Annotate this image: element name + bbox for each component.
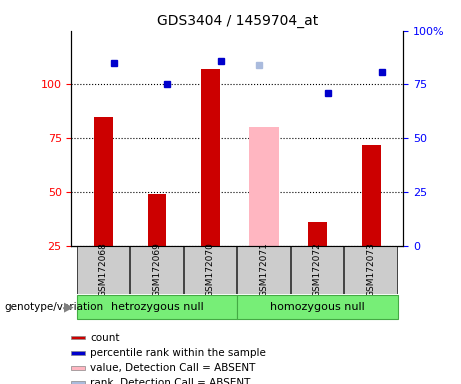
Text: rank, Detection Call = ABSENT: rank, Detection Call = ABSENT — [90, 378, 250, 384]
Bar — [237, 246, 290, 294]
Bar — [71, 381, 85, 384]
Text: GSM172071: GSM172071 — [259, 242, 268, 297]
Text: ▶: ▶ — [64, 301, 73, 314]
Bar — [130, 246, 183, 294]
Title: GDS3404 / 1459704_at: GDS3404 / 1459704_at — [157, 14, 318, 28]
Bar — [308, 222, 327, 246]
Bar — [94, 117, 113, 246]
Bar — [362, 145, 381, 246]
Bar — [77, 246, 129, 294]
Bar — [291, 246, 343, 294]
Text: GSM172069: GSM172069 — [152, 242, 161, 297]
Text: homozygous null: homozygous null — [270, 302, 365, 312]
Text: count: count — [90, 333, 119, 343]
Bar — [71, 351, 85, 355]
Bar — [71, 366, 85, 369]
Text: percentile rank within the sample: percentile rank within the sample — [90, 348, 266, 358]
Bar — [237, 295, 398, 319]
Bar — [249, 127, 279, 246]
Text: hetrozygous null: hetrozygous null — [111, 302, 203, 312]
Text: GSM172068: GSM172068 — [99, 242, 107, 297]
Bar — [77, 295, 237, 319]
Text: GSM172073: GSM172073 — [366, 242, 375, 297]
Text: GSM172070: GSM172070 — [206, 242, 215, 297]
Bar — [201, 70, 220, 246]
Text: GSM172072: GSM172072 — [313, 242, 322, 297]
Text: genotype/variation: genotype/variation — [5, 302, 104, 312]
Bar — [71, 336, 85, 339]
Bar — [344, 246, 397, 294]
Bar — [148, 194, 166, 246]
Bar — [184, 246, 236, 294]
Text: value, Detection Call = ABSENT: value, Detection Call = ABSENT — [90, 363, 255, 373]
